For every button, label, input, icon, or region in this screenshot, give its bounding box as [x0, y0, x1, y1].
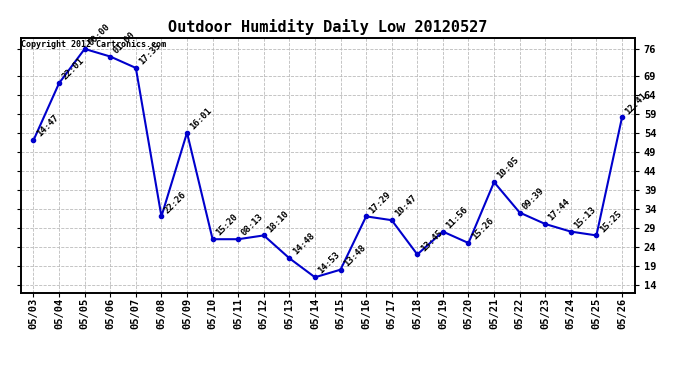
- Text: 15:25: 15:25: [598, 209, 623, 234]
- Text: 14:48: 14:48: [290, 231, 316, 257]
- Text: 18:10: 18:10: [265, 209, 290, 234]
- Text: 14:53: 14:53: [316, 251, 342, 276]
- Text: 15:26: 15:26: [470, 216, 495, 242]
- Text: Copyright 2012 Cartronics.com: Copyright 2012 Cartronics.com: [21, 40, 166, 49]
- Text: 10:05: 10:05: [495, 155, 521, 181]
- Text: 12:41: 12:41: [623, 91, 649, 116]
- Text: 01:00: 01:00: [112, 30, 137, 55]
- Text: 17:44: 17:44: [546, 197, 572, 223]
- Text: 17:35: 17:35: [137, 41, 163, 66]
- Text: 17:29: 17:29: [368, 190, 393, 215]
- Text: 15:13: 15:13: [572, 205, 598, 230]
- Text: 22:01: 22:01: [61, 56, 86, 82]
- Text: 16:01: 16:01: [188, 106, 214, 131]
- Text: 11:56: 11:56: [444, 205, 470, 230]
- Text: 08:13: 08:13: [239, 213, 265, 238]
- Text: 13:45: 13:45: [419, 228, 444, 253]
- Text: 13:48: 13:48: [342, 243, 367, 268]
- Text: 14:47: 14:47: [35, 114, 60, 139]
- Text: 15:20: 15:20: [214, 213, 239, 238]
- Text: 10:47: 10:47: [393, 194, 418, 219]
- Title: Outdoor Humidity Daily Low 20120527: Outdoor Humidity Daily Low 20120527: [168, 19, 487, 35]
- Text: 22:26: 22:26: [163, 190, 188, 215]
- Text: 00:00: 00:00: [86, 22, 111, 48]
- Text: 09:39: 09:39: [521, 186, 546, 211]
